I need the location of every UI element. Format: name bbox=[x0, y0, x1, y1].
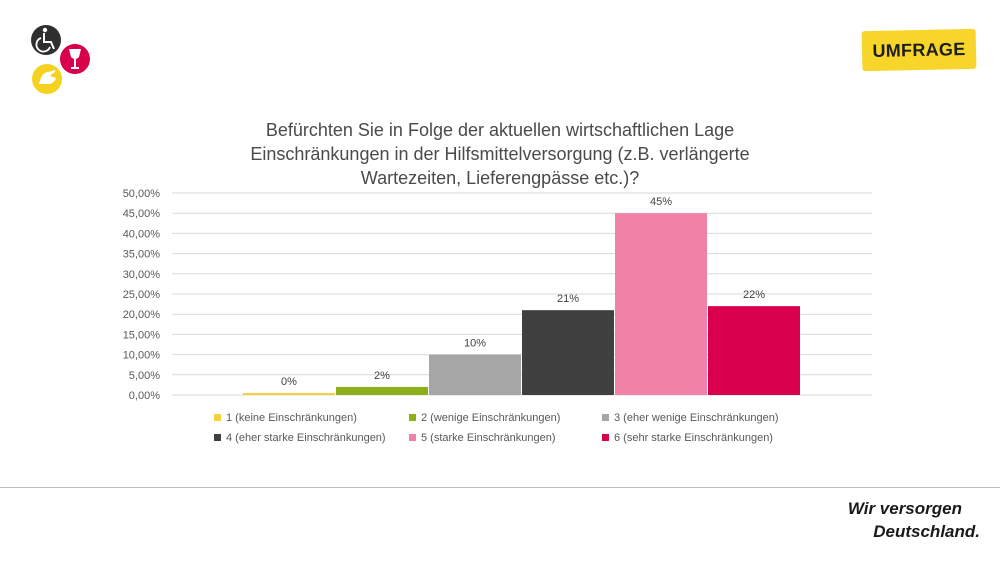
data-label: 21% bbox=[557, 293, 579, 305]
data-label: 45% bbox=[650, 196, 672, 208]
legend-label: 1 (keine Einschränkungen) bbox=[226, 412, 357, 424]
data-label: 0% bbox=[281, 376, 297, 388]
y-tick-label: 50,00% bbox=[123, 188, 161, 200]
data-label: 10% bbox=[464, 338, 486, 350]
chart-title: Befürchten Sie in Folge der aktuellen wi… bbox=[200, 118, 800, 190]
footer-divider bbox=[0, 487, 1000, 488]
bar bbox=[429, 354, 521, 395]
wheelchair-icon bbox=[31, 25, 61, 55]
data-label: 2% bbox=[374, 370, 390, 382]
bar bbox=[243, 392, 335, 395]
y-tick-label: 20,00% bbox=[123, 309, 161, 321]
legend-swatch bbox=[602, 414, 609, 421]
y-tick-label: 5,00% bbox=[129, 370, 160, 382]
legend-label: 4 (eher starke Einschränkungen) bbox=[226, 432, 386, 444]
y-tick-label: 45,00% bbox=[123, 208, 161, 220]
legend-swatch bbox=[214, 434, 221, 441]
hand-icon bbox=[32, 64, 62, 94]
y-tick-label: 0,00% bbox=[129, 390, 160, 402]
y-tick-label: 40,00% bbox=[123, 228, 161, 240]
slogan: Wir versorgen Deutschland. bbox=[820, 497, 980, 543]
chart-title-line: Wartezeiten, Lieferengpässe etc.)? bbox=[360, 168, 640, 188]
legend-swatch bbox=[409, 414, 416, 421]
slogan-line-2: Deutschland. bbox=[873, 522, 980, 541]
bar bbox=[522, 310, 614, 395]
y-tick-label: 15,00% bbox=[123, 329, 161, 341]
legend-swatch bbox=[214, 414, 221, 421]
logo bbox=[31, 25, 90, 94]
y-tick-label: 10,00% bbox=[123, 350, 161, 362]
legend-label: 2 (wenige Einschränkungen) bbox=[421, 412, 560, 424]
slogan-line-1: Wir versorgen bbox=[847, 499, 962, 518]
legend-label: 6 (sehr starke Einschränkungen) bbox=[614, 432, 773, 444]
chart-title-line: Einschränkungen in der Hilfsmittelversor… bbox=[250, 144, 750, 164]
legend-swatch bbox=[602, 434, 609, 441]
legend-label: 3 (eher wenige Einschränkungen) bbox=[614, 412, 779, 424]
y-tick-label: 35,00% bbox=[123, 249, 161, 261]
legend-swatch bbox=[409, 434, 416, 441]
y-tick-label: 25,00% bbox=[123, 289, 161, 301]
bar bbox=[336, 386, 428, 395]
bar bbox=[615, 213, 707, 395]
y-tick-label: 30,00% bbox=[123, 269, 161, 281]
bar bbox=[708, 306, 800, 395]
legend-label: 5 (starke Einschränkungen) bbox=[421, 432, 556, 444]
data-label: 22% bbox=[743, 289, 765, 301]
chart-title-line: Befürchten Sie in Folge der aktuellen wi… bbox=[265, 120, 735, 140]
wine-glass-icon bbox=[60, 44, 90, 74]
